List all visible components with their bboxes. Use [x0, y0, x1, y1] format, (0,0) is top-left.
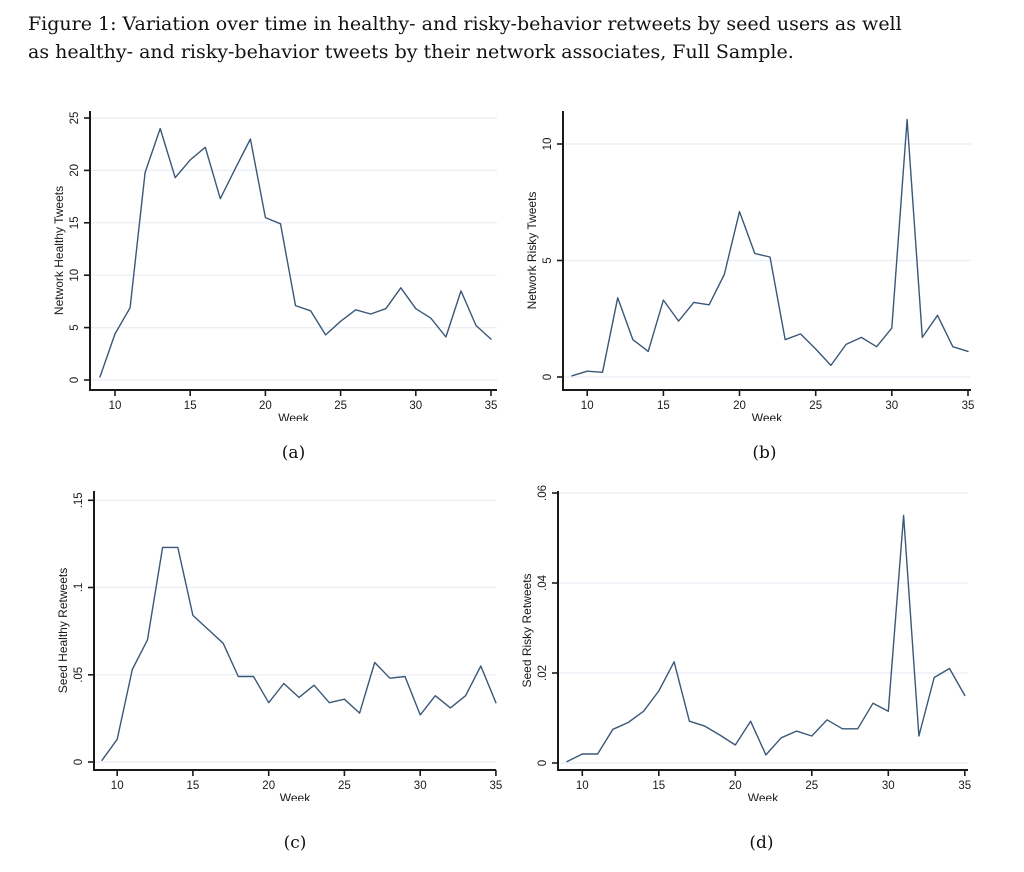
y-tick-label: .06 [537, 485, 549, 501]
x-tick-label: 30 [885, 400, 898, 412]
data-line [571, 118, 969, 377]
y-axis-title: Seed Risky Retweets [520, 573, 534, 687]
y-tick-label: .04 [537, 574, 549, 591]
x-tick-label: 30 [414, 780, 427, 792]
y-tick-label: .1 [73, 583, 85, 593]
figure-caption-line2: as healthy- and risky-behavior tweets by… [28, 41, 794, 63]
figure-caption: Figure 1: Variation over time in healthy… [28, 10, 1003, 66]
y-tick-label: .05 [73, 667, 85, 683]
x-tick-label: 20 [729, 780, 742, 792]
panel-d-label: (d) [749, 833, 774, 853]
x-tick-label: 35 [490, 780, 503, 792]
x-tick-label: 15 [657, 400, 670, 412]
x-tick-label: 20 [733, 400, 746, 412]
x-tick-label: 20 [259, 400, 272, 412]
y-tick-label: .15 [73, 492, 85, 508]
chart-network-healthy-tweets: 0 5 10 15 20 25 10 15 20 25 30 35 Week Network Health… [52, 111, 498, 421]
x-tick-label: 10 [111, 780, 124, 792]
y-tick-label: 0 [73, 759, 85, 765]
x-tick-label: 10 [109, 400, 122, 412]
y-tick-label: 5 [69, 324, 81, 330]
chart-network-risky-tweets: 0 5 10 10 15 20 25 30 35 Week Network Risky Tweets [525, 111, 975, 421]
x-tick-label: 10 [581, 400, 594, 412]
x-tick-label: 25 [338, 780, 351, 792]
figure-caption-line1: Figure 1: Variation over time in healthy… [28, 13, 902, 35]
x-tick-label: 15 [652, 780, 665, 792]
panel-a-label: (a) [281, 443, 306, 463]
panel-b-label: (b) [752, 443, 777, 463]
data-line [101, 546, 497, 761]
x-axis-title: Week [748, 791, 779, 801]
x-tick-label: 15 [187, 780, 200, 792]
chart-seed-healthy-retweets: 0 .05 .1 .15 10 15 20 25 30 35 Week Seed Healthy Re… [56, 491, 503, 801]
x-tick-label: 35 [958, 780, 971, 792]
data-line [99, 127, 492, 378]
y-tick-label: .02 [537, 665, 549, 681]
y-tick-label: 5 [542, 257, 554, 263]
x-axis-title: Week [280, 791, 311, 801]
x-tick-label: 25 [809, 400, 822, 412]
x-tick-label: 35 [485, 400, 498, 412]
x-tick-label: 30 [882, 780, 895, 792]
x-tick-label: 35 [962, 400, 975, 412]
data-line [566, 514, 966, 763]
x-axis-title: Week [278, 411, 309, 421]
y-tick-label: 15 [69, 216, 81, 229]
x-tick-label: 25 [334, 400, 347, 412]
y-tick-label: 20 [69, 164, 81, 177]
y-tick-label: 10 [542, 138, 554, 151]
x-tick-label: 20 [262, 780, 275, 792]
y-tick-label: 10 [69, 269, 81, 282]
x-tick-label: 15 [184, 400, 197, 412]
y-axis-title: Network Healthy Tweets [52, 186, 66, 315]
y-axis-title: Network Risky Tweets [525, 192, 539, 310]
x-tick-label: 25 [805, 780, 818, 792]
chart-seed-risky-retweets: 0 .02 .04 .06 10 15 20 25 30 35 Week Seed Risky Ret… [520, 485, 971, 801]
y-tick-label: 25 [69, 112, 81, 125]
y-axis-title: Seed Healthy Retweets [56, 568, 70, 693]
y-tick-label: 0 [537, 760, 549, 766]
x-axis-title: Week [752, 411, 783, 421]
y-tick-label: 0 [542, 374, 554, 380]
x-tick-label: 10 [576, 780, 589, 792]
panel-c-label: (c) [283, 833, 307, 853]
y-tick-label: 0 [69, 377, 81, 383]
x-tick-label: 30 [409, 400, 422, 412]
